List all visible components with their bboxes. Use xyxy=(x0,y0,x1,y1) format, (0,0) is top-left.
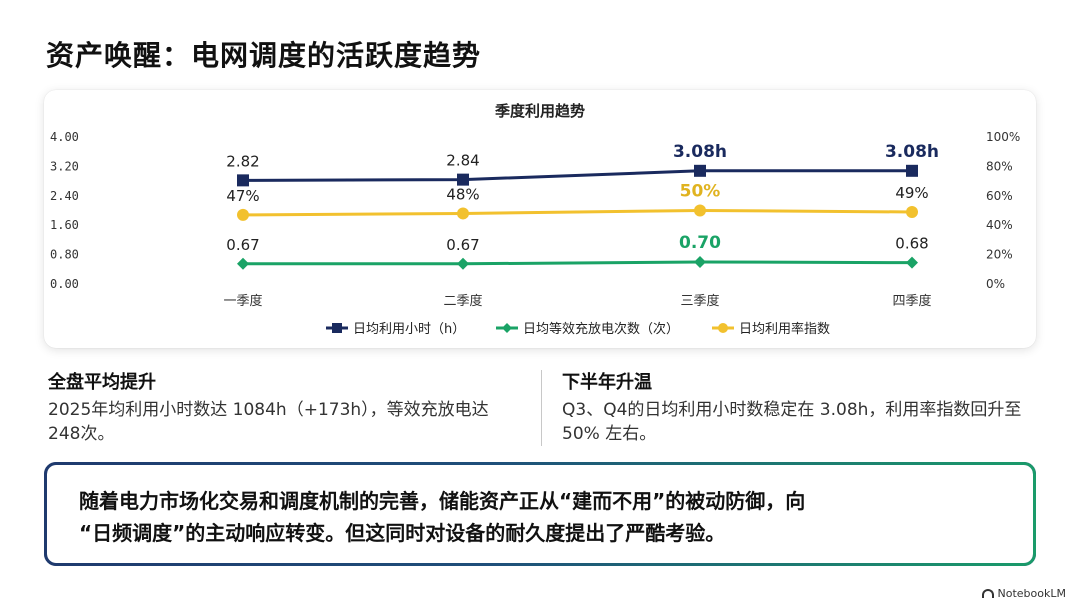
x-tick-label: 一季度 xyxy=(223,293,262,309)
data-label: 0.67 xyxy=(446,236,479,254)
y-left-tick: 2.40 xyxy=(50,189,79,203)
series-point-2 xyxy=(457,207,469,220)
data-label: 0.68 xyxy=(895,235,928,253)
x-tick-label: 二季度 xyxy=(443,293,482,309)
y-right-tick: 80% xyxy=(986,159,1013,173)
y-left-tick: 4.00 xyxy=(50,130,79,144)
page-title: 资产唤醒：电网调度的活跃度趋势 xyxy=(46,39,482,72)
notebooklm-logo-icon xyxy=(981,589,994,598)
series-point-0 xyxy=(906,164,918,177)
stat-left: 全盘平均提升 2025年均利用小时数达 1084h（+173h），等效充放电达 … xyxy=(48,368,518,446)
brand-label: NotebookLM xyxy=(997,587,1066,600)
callout-line-1: 随着电力市场化交易和调度机制的完善，储能资产正从“建而不用”的被动防御，向 xyxy=(79,489,806,513)
series-point-1 xyxy=(237,257,249,270)
series-point-2 xyxy=(237,208,249,221)
series-line-2 xyxy=(242,208,913,217)
column-divider xyxy=(541,370,542,446)
y-right-tick: 40% xyxy=(986,218,1013,232)
series-point-0 xyxy=(457,173,469,186)
y-right-tick: 60% xyxy=(986,189,1013,203)
stat-right: 下半年升温 Q3、Q4的日均利用小时数稳定在 3.08h，利用率指数回升至 50… xyxy=(562,368,1042,446)
x-tick-label: 四季度 xyxy=(892,293,931,309)
series-point-1 xyxy=(694,255,706,268)
series-point-0 xyxy=(237,174,249,187)
callout-text: 随着电力市场化交易和调度机制的完善，储能资产正从“建而不用”的被动防御，向 “日… xyxy=(79,485,1009,549)
stat-right-body: Q3、Q4的日均利用小时数稳定在 3.08h，利用率指数回升至 50% 左右。 xyxy=(562,400,1022,444)
y-left-tick: 3.20 xyxy=(50,159,79,173)
y-right-tick: 100% xyxy=(986,130,1020,144)
data-label: 48% xyxy=(446,185,479,203)
data-label: 3.08h xyxy=(885,142,939,162)
callout-line-2: “日频调度”的主动响应转变。但这同时对设备的耐久度提出了严酷考验。 xyxy=(79,521,726,545)
data-label: 3.08h xyxy=(673,142,727,162)
series-point-2 xyxy=(906,205,918,218)
chart-card: 季度利用趋势 4.00 3.20 2.40 1.60 0.80 0.00 100% 80% 60%… xyxy=(44,90,1036,348)
conclusion-callout: 随着电力市场化交易和调度机制的完善，储能资产正从“建而不用”的被动防御，向 “日… xyxy=(44,462,1036,566)
y-left-tick: 0.80 xyxy=(50,248,79,262)
legend-marker xyxy=(332,323,342,333)
legend-label: 日均利用率指数 xyxy=(739,321,830,337)
x-tick-label: 三季度 xyxy=(680,293,719,309)
brand-watermark: NotebookLM xyxy=(981,587,1066,600)
stat-right-heading: 下半年升温 xyxy=(562,372,652,393)
stat-left-body: 2025年均利用小时数达 1084h（+173h），等效充放电达 248次。 xyxy=(48,400,489,444)
data-label: 47% xyxy=(226,187,259,205)
series-line-1 xyxy=(243,260,913,266)
data-label: 50% xyxy=(680,182,721,202)
data-label: 2.82 xyxy=(226,152,259,170)
data-label: 0.70 xyxy=(679,233,721,253)
y-left-tick: 1.60 xyxy=(50,218,79,232)
data-label: 2.84 xyxy=(446,152,479,170)
y-left-tick: 0.00 xyxy=(50,277,79,291)
trend-chart: 季度利用趋势 4.00 3.20 2.40 1.60 0.80 0.00 100% 80% 60%… xyxy=(50,102,1020,337)
legend-label: 日均利用小时（h） xyxy=(353,322,465,337)
series-point-1 xyxy=(457,257,469,270)
chart-title: 季度利用趋势 xyxy=(495,102,585,120)
legend-marker xyxy=(502,323,512,333)
data-label: 49% xyxy=(895,184,928,202)
data-label: 0.67 xyxy=(226,236,259,254)
series-point-1 xyxy=(906,256,918,269)
legend-label: 日均等效充放电次数（次） xyxy=(523,321,679,337)
y-right-tick: 20% xyxy=(986,248,1013,262)
legend-marker xyxy=(718,323,728,333)
stat-left-heading: 全盘平均提升 xyxy=(48,372,156,393)
series-point-2 xyxy=(694,204,706,217)
y-right-tick: 0% xyxy=(986,277,1005,291)
series-line-0 xyxy=(242,169,912,182)
series-point-0 xyxy=(694,164,706,177)
